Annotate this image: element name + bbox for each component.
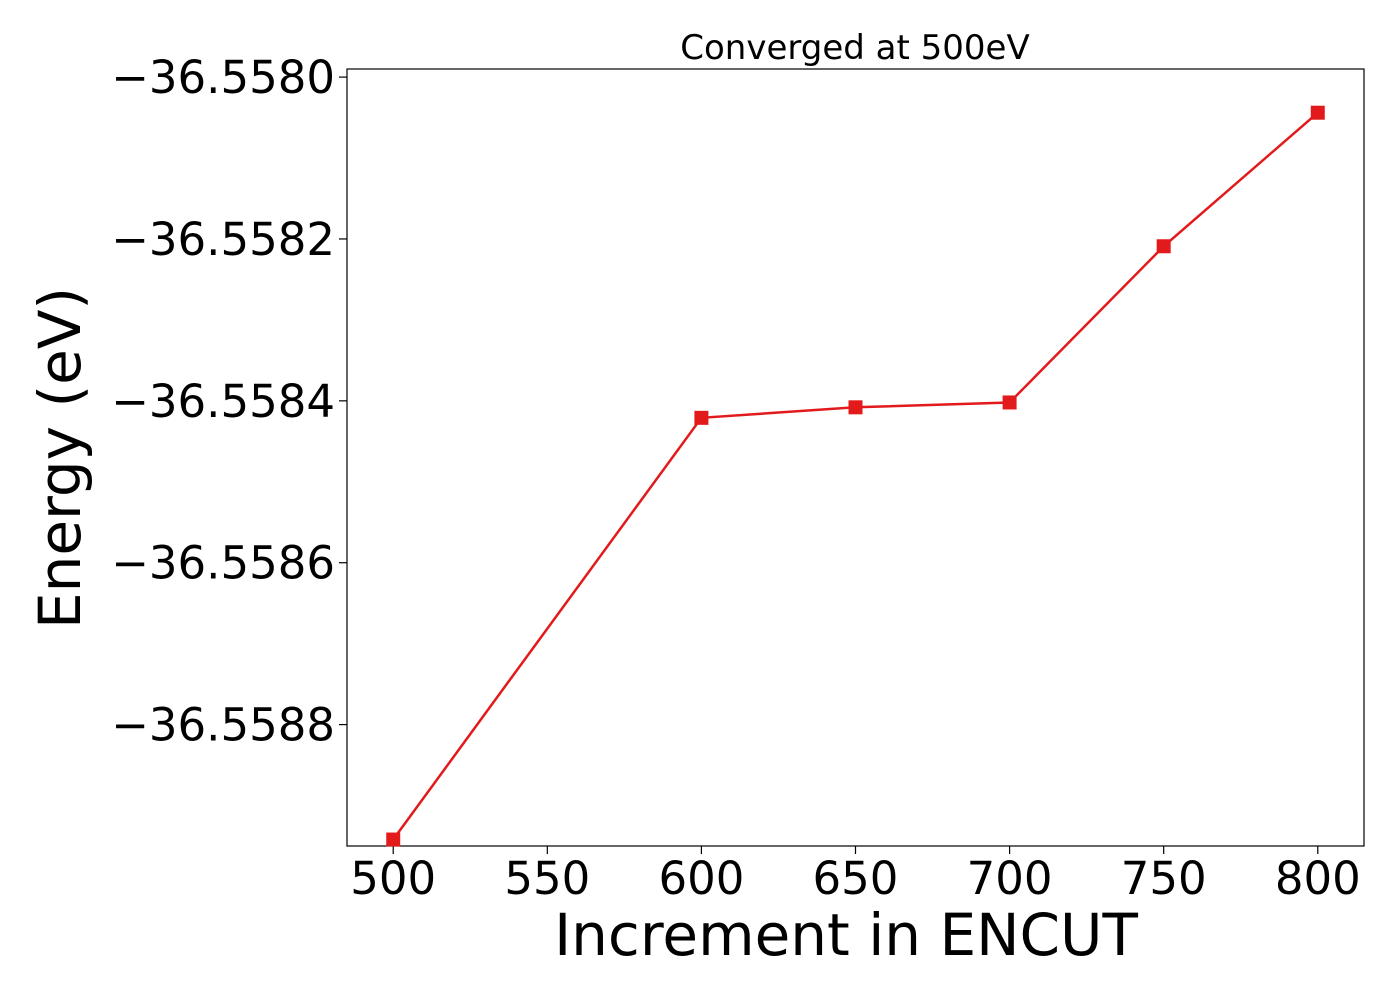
y-tick-label: −36.5582 [111, 213, 335, 266]
data-point-marker [1156, 239, 1171, 254]
series-line [392, 111, 1319, 841]
y-axis-label: Energy (eV) [26, 287, 94, 629]
x-tick-label: 650 [813, 852, 899, 905]
data-point-marker [694, 410, 709, 425]
y-axis: −36.5580 −36.5582 −36.5584 −36.5586 −36.5588 [111, 51, 347, 752]
x-axis: 500 550 600 650 700 750 800 [350, 846, 1361, 905]
x-tick-label: 800 [1275, 852, 1361, 905]
x-axis-label: Increment in ENCUT [554, 901, 1138, 969]
data-point-marker [848, 400, 863, 415]
data-point-marker [1310, 105, 1325, 120]
x-tick-label: 500 [350, 852, 436, 905]
x-tick-label: 750 [1121, 852, 1207, 905]
chart-title: Converged at 500eV [680, 28, 1029, 68]
data-point-marker [386, 832, 401, 847]
y-tick-label: −36.5584 [111, 375, 335, 428]
x-tick-label: 600 [658, 852, 744, 905]
y-tick-label: −36.5586 [111, 537, 335, 590]
x-tick-label: 550 [504, 852, 590, 905]
plot-area [346, 68, 1365, 847]
y-tick-label: −36.5588 [111, 699, 335, 752]
x-tick-label: 700 [967, 852, 1053, 905]
y-tick-label: −36.5580 [111, 51, 335, 104]
series-layer [386, 105, 1325, 847]
data-point-marker [1002, 395, 1017, 410]
